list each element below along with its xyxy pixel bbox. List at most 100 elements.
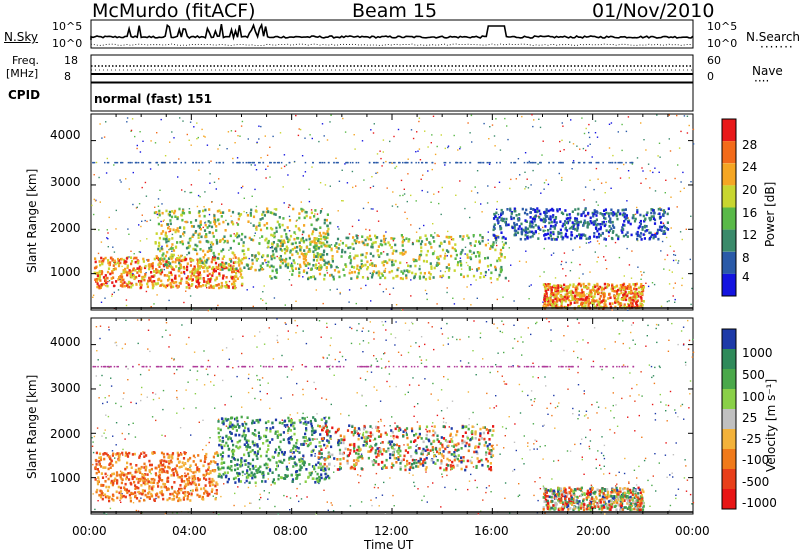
power-cell: [359, 265, 362, 269]
power-cell: [204, 208, 207, 212]
power-cell: [534, 230, 537, 233]
velocity-speckle: [667, 404, 670, 407]
velocity-speckle: [306, 496, 308, 498]
power-range-dot: [388, 161, 391, 164]
velocity-speckle: [537, 377, 539, 379]
power-speckle: [377, 220, 380, 222]
nsky-top-tick: 10^5: [52, 20, 83, 33]
power-cell: [553, 284, 556, 288]
power-cell: [640, 299, 643, 303]
power-cell: [194, 275, 197, 278]
velocity-speckle: [110, 377, 112, 379]
power-cell: [526, 213, 529, 216]
velocity-speckle: [285, 323, 287, 325]
power-cell: [223, 262, 226, 266]
power-range-dot: [289, 161, 291, 164]
velocity-speckle: [636, 477, 638, 479]
power-cell: [418, 267, 421, 271]
power-cell: [330, 273, 333, 277]
power-range-dot: [258, 161, 260, 164]
power-cell: [179, 235, 182, 238]
power-speckle: [542, 301, 544, 303]
power-speckle: [543, 188, 545, 190]
power-cell: [196, 252, 199, 256]
power-speckle: [285, 164, 288, 166]
velocity-range-dot: [438, 365, 441, 368]
power-cell: [401, 241, 404, 244]
power-cell: [151, 282, 154, 286]
velocity-cell: [180, 465, 183, 468]
power-cell: [625, 216, 628, 220]
power-cell: [126, 284, 129, 287]
velocity-speckle: [527, 327, 529, 329]
power-speckle: [565, 275, 567, 277]
velocity-speckle: [161, 434, 163, 436]
power-cell: [140, 266, 143, 270]
power-speckle: [471, 141, 473, 143]
power-cell: [364, 263, 367, 267]
power-range-dot: [192, 161, 194, 164]
velocity-speckle: [641, 395, 643, 397]
power-speckle: [338, 228, 340, 230]
velocity-speckle: [403, 444, 405, 446]
power-cell: [320, 237, 323, 241]
power-speckle: [337, 210, 339, 212]
power-range-dot: [572, 161, 574, 164]
power-cell: [144, 264, 147, 268]
power-cell: [586, 221, 589, 224]
power-speckle: [519, 174, 521, 176]
power-cell: [595, 223, 598, 227]
velocity-speckle: [638, 394, 640, 396]
power-cell: [500, 227, 503, 230]
power-cell: [219, 263, 222, 266]
power-cell: [662, 213, 665, 216]
power-speckle: [161, 203, 163, 205]
power-speckle: [295, 220, 298, 222]
power-range-dot: [175, 161, 178, 164]
power-speckle: [141, 220, 143, 222]
velocity-speckle: [120, 501, 122, 503]
power-cell: [300, 207, 303, 211]
power-cell: [607, 212, 610, 215]
velocity-cell: [115, 474, 118, 477]
power-cell: [564, 226, 567, 230]
velocity-speckle: [490, 491, 492, 493]
power-speckle: [625, 130, 628, 133]
velocity-speckle: [259, 384, 261, 386]
power-speckle: [683, 187, 685, 189]
power-cell: [221, 277, 225, 280]
power-speckle: [415, 231, 418, 233]
power-speckle: [647, 163, 650, 165]
velocity-speckle: [600, 468, 602, 470]
power-speckle: [528, 160, 530, 163]
power-speckle: [561, 139, 563, 141]
power-speckle: [417, 150, 419, 152]
power-cell: [197, 281, 200, 285]
power-speckle: [149, 168, 152, 170]
power-cell: [532, 208, 535, 211]
velocity-speckle: [286, 495, 288, 498]
power-cell: [168, 210, 171, 214]
power-cell: [261, 235, 264, 238]
power-speckle: [691, 287, 693, 290]
velocity-cell: [171, 453, 174, 457]
power-speckle: [543, 182, 546, 184]
power-cell: [326, 236, 329, 240]
velocity-speckle: [148, 369, 150, 371]
power-cell: [311, 230, 315, 233]
power-cell: [616, 217, 619, 221]
power-cell: [561, 287, 564, 291]
power-speckle: [645, 178, 647, 180]
velocity-speckle: [544, 512, 546, 514]
power-range-dot: [510, 161, 512, 164]
power-cell: [567, 298, 570, 302]
power-speckle: [671, 271, 673, 273]
power-speckle: [324, 184, 327, 186]
power-cell: [348, 271, 351, 275]
power-cell: [189, 237, 192, 240]
velocity-speckle: [667, 350, 670, 352]
velocity-speckle: [384, 367, 387, 369]
power-speckle: [196, 138, 198, 140]
power-cell: [580, 236, 583, 240]
power-cell: [215, 229, 218, 232]
